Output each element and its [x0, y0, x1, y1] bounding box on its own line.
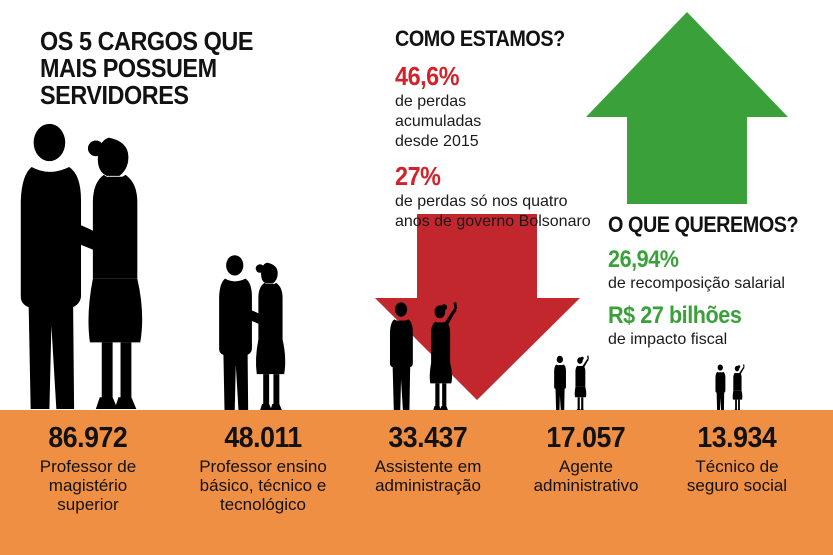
- desc-line: de perdas: [395, 93, 467, 110]
- desc-line: de perdas só nos quatro: [395, 193, 568, 210]
- stat-perdas-bolsonaro-value: 27%: [395, 161, 441, 191]
- label-line: Agente: [559, 457, 613, 476]
- title-line-1: OS 5 CARGOS QUE: [40, 26, 253, 56]
- cargo-4-label: Agente administrativo: [506, 457, 666, 495]
- stat-perdas-bolsonaro-desc: de perdas só nos quatro anos de governo …: [395, 192, 620, 232]
- cargo-5-value: 13.934: [697, 422, 777, 454]
- title-line-3: SERVIDORES: [40, 80, 189, 110]
- stat-perdas-acumuladas-value: 46,6%: [395, 61, 460, 91]
- label-line: Técnico de: [695, 457, 779, 476]
- cargo-2-value: 48.011: [224, 422, 302, 454]
- people-silhouette-pair-3: [389, 302, 458, 411]
- cargo-3-label: Assistente em administração: [348, 457, 508, 495]
- title-line-2: MAIS POSSUEM: [40, 53, 217, 83]
- cargo-1-value: 86.972: [48, 422, 128, 454]
- desc-line: desde 2015: [395, 133, 479, 150]
- stat-recomposicao-desc: de recomposição salarial: [608, 275, 785, 292]
- arrow-up-icon: [586, 12, 788, 204]
- cargo-item-4: 17.057 Agente administrativo: [506, 422, 666, 495]
- label-line: administração: [375, 476, 481, 495]
- stat-perdas-acumuladas-desc: de perdas acumuladas desde 2015: [395, 92, 620, 152]
- people-silhouette-pair-4: [554, 355, 589, 412]
- people-silhouette-pair-2: [219, 255, 286, 411]
- label-line: tecnológico: [219, 495, 306, 514]
- cargo-item-5: 13.934 Técnico de seguro social: [657, 422, 817, 495]
- page-title: OS 5 CARGOS QUE MAIS POSSUEM SERVIDORES: [40, 28, 283, 109]
- stat-recomposicao: 26,94% de recomposição salarial: [608, 246, 833, 294]
- footer-band: 86.972 Professor de magistério superior …: [0, 410, 833, 555]
- cargo-4-value: 17.057: [546, 422, 626, 454]
- stat-impacto-fiscal-desc: de impacto fiscal: [608, 331, 728, 348]
- label-line: básico, técnico e: [199, 476, 327, 495]
- cargo-item-2: 48.011 Professor ensino básico, técnico …: [183, 422, 343, 514]
- section-como-estamos: COMO ESTAMOS? 46,6% de perdas acumuladas…: [395, 26, 620, 232]
- label-line: seguro social: [686, 476, 788, 495]
- label-line: administrativo: [533, 476, 639, 495]
- arrow-down-icon: [375, 214, 580, 400]
- cargo-5-label: Técnico de seguro social: [657, 457, 817, 495]
- cargo-1-label: Professor de magistério superior: [8, 457, 168, 514]
- cargo-item-3: 33.437 Assistente em administração: [348, 422, 508, 495]
- desc-line: acumuladas: [395, 113, 482, 130]
- stat-recomposicao-value: 26,94%: [608, 246, 679, 273]
- desc-line: anos de governo Bolsonaro: [395, 213, 591, 230]
- cargo-2-label: Professor ensino básico, técnico e tecno…: [183, 457, 343, 514]
- people-silhouette-pair-1: [20, 123, 143, 410]
- label-line: Professor ensino: [199, 457, 327, 476]
- section-o-que-queremos: O QUE QUEREMOS? 26,94% de recomposição s…: [608, 212, 833, 350]
- o-que-queremos-heading: O QUE QUEREMOS?: [608, 212, 799, 237]
- cargo-item-1: 86.972 Professor de magistério superior: [8, 422, 168, 514]
- label-line: superior: [57, 495, 119, 514]
- stat-impacto-fiscal: R$ 27 bilhões de impacto fiscal: [608, 302, 833, 350]
- label-line: Professor de: [39, 457, 137, 476]
- stat-perdas-bolsonaro: 27% de perdas só nos quatro anos de gove…: [395, 161, 620, 232]
- como-estamos-heading: COMO ESTAMOS?: [395, 26, 565, 51]
- stat-impacto-fiscal-value: R$ 27 bilhões: [608, 302, 742, 329]
- stat-perdas-acumuladas: 46,6% de perdas acumuladas desde 2015: [395, 61, 620, 152]
- label-line: magistério: [48, 476, 128, 495]
- cargo-3-value: 33.437: [388, 422, 468, 454]
- label-line: Assistente em: [374, 457, 482, 476]
- people-silhouette-pair-5: [715, 364, 745, 412]
